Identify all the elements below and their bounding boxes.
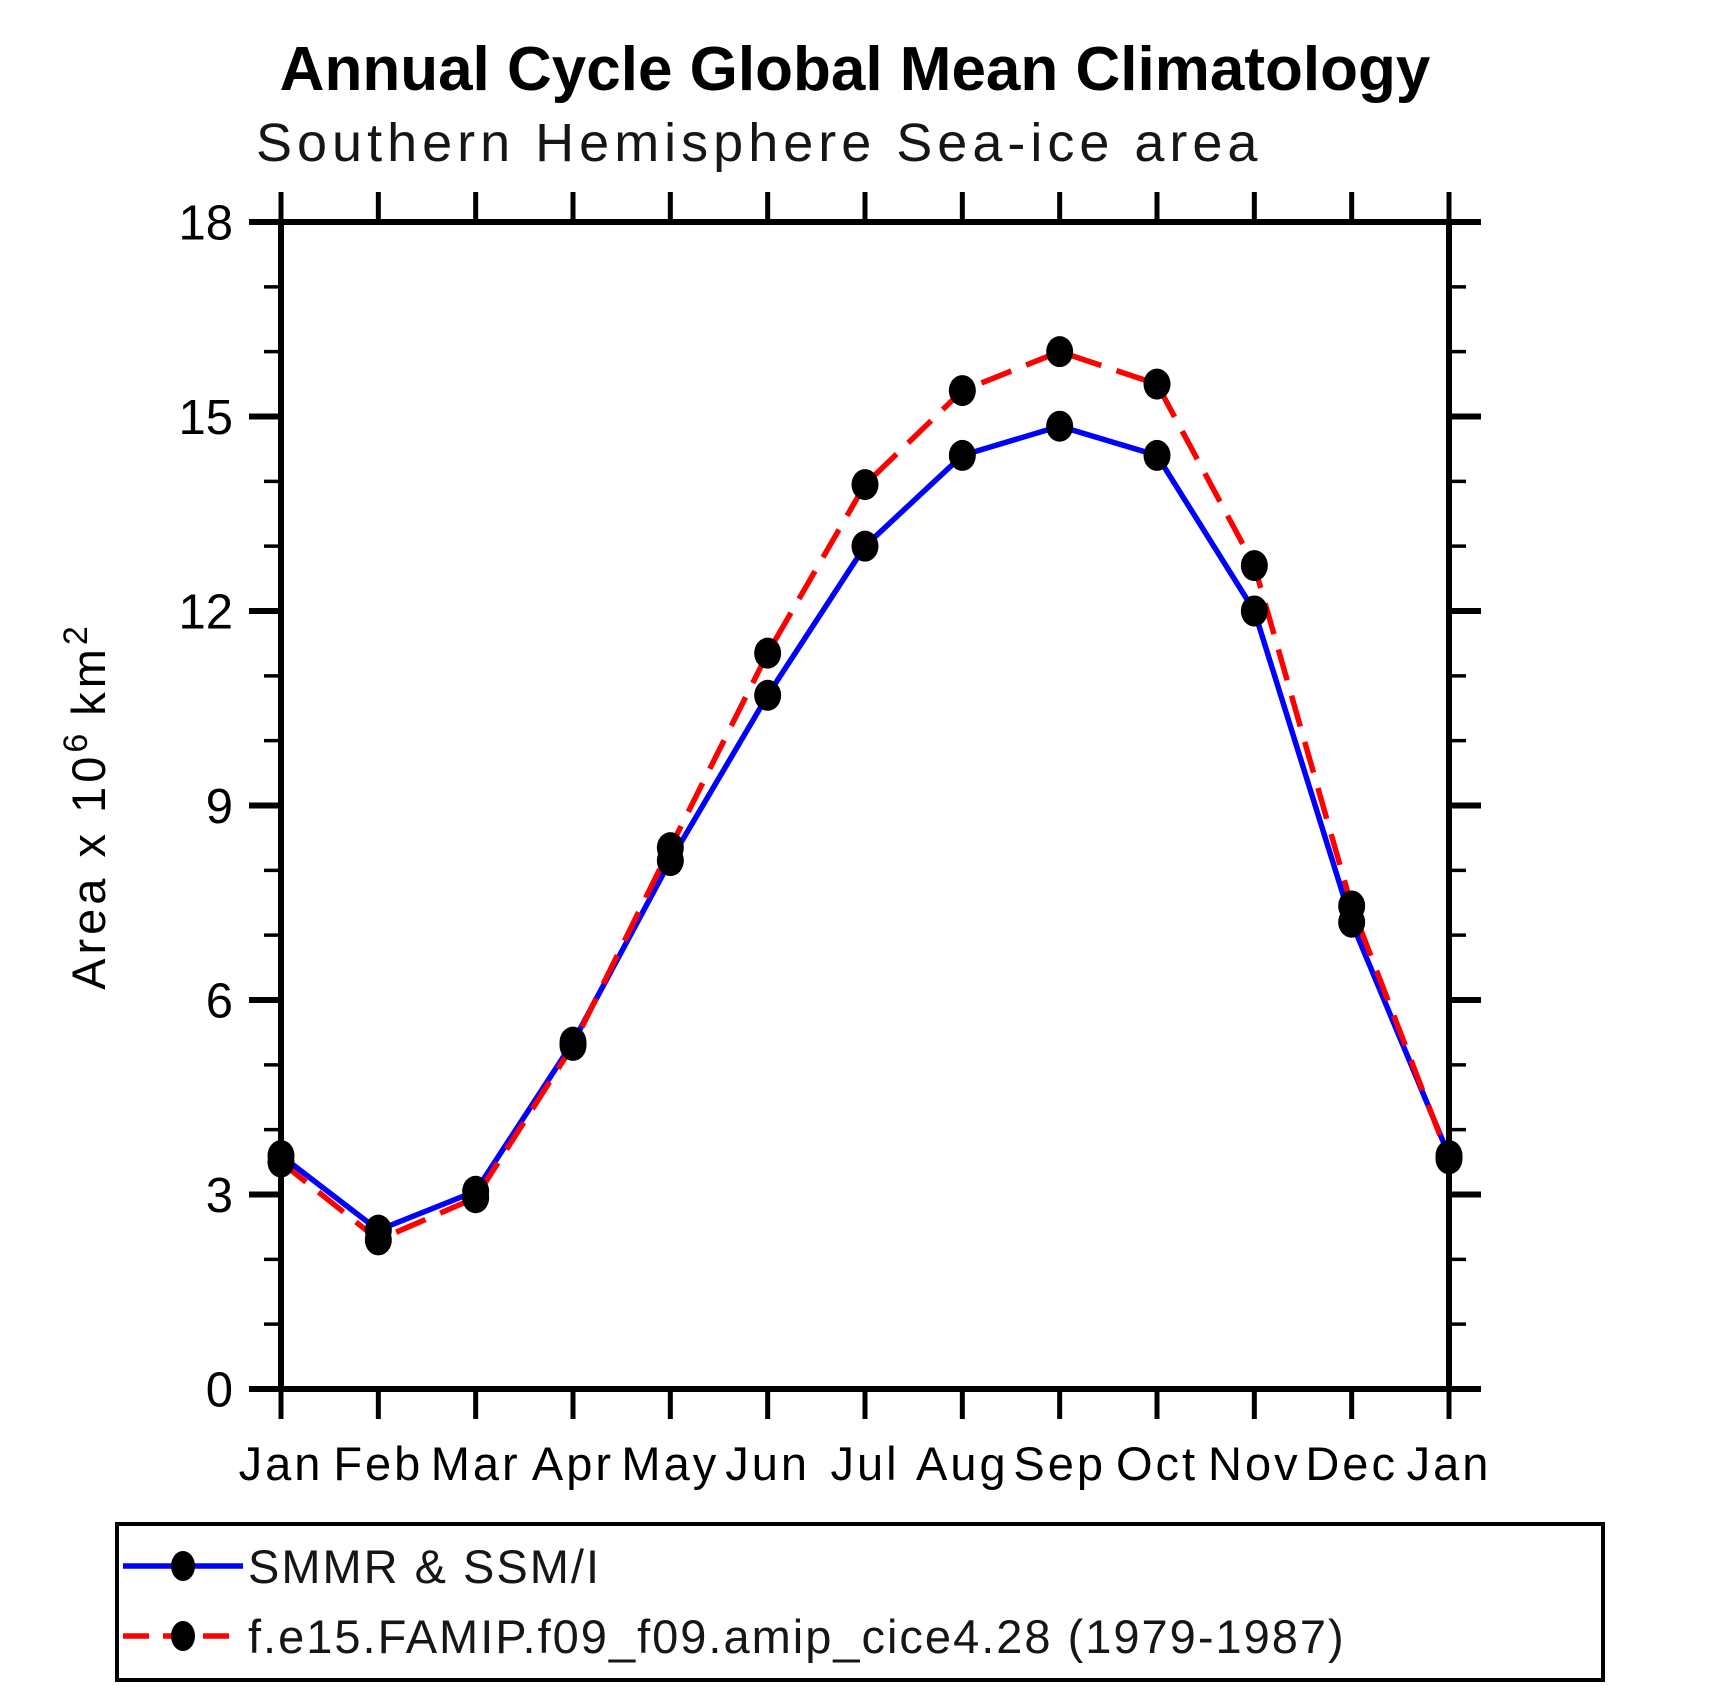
data-point-series-0: [1046, 410, 1074, 442]
data-point-series-1: [1046, 336, 1074, 368]
plot-border: [278, 219, 1452, 1392]
data-point-series-0: [1240, 595, 1268, 627]
x-tick-label: Aug: [916, 1437, 1009, 1490]
y-tick-label: 3: [206, 1169, 233, 1223]
y-tick-label: 0: [206, 1364, 233, 1418]
data-point-series-1: [656, 832, 684, 864]
data-point-series-1: [462, 1182, 490, 1214]
data-point-series-1: [948, 375, 976, 407]
data-point-series-1: [364, 1224, 392, 1256]
x-tick-label: Jan: [239, 1437, 324, 1490]
legend-label-model: f.e15.FAMIP.f09_f09.amip_cice4.28 (1979-…: [248, 1609, 1346, 1663]
data-point-series-1: [1338, 890, 1366, 922]
legend: SMMR & SSM/I f.e15.FAMIP.f09_f09.amip_ci…: [115, 1522, 1605, 1682]
y-tick-label: 6: [206, 975, 233, 1029]
data-point-series-1: [851, 469, 879, 501]
y-tick-label: 18: [178, 197, 233, 251]
x-tick-label: Dec: [1305, 1437, 1398, 1490]
legend-sample-marker: [171, 1621, 195, 1651]
y-axis-title: Area x 106km2: [57, 622, 115, 990]
x-tick-label: Jun: [725, 1437, 810, 1490]
legend-line-sample-observations: [123, 1551, 243, 1581]
x-tick-label: Sep: [1013, 1437, 1106, 1490]
y-tick-label: 12: [178, 586, 233, 640]
x-tick-label: Feb: [333, 1437, 423, 1490]
chart-subtitle: Southern Hemisphere Sea-ice area: [256, 113, 1263, 173]
legend-item-model: f.e15.FAMIP.f09_f09.amip_cice4.28 (1979-…: [120, 1610, 1346, 1662]
x-tick-label: Oct: [1116, 1437, 1198, 1490]
data-point-series-1: [559, 1029, 587, 1061]
chart-title: Annual Cycle Global Mean Climatology: [279, 35, 1431, 104]
x-tick-label: Jan: [1407, 1437, 1492, 1490]
x-tick-label: May: [621, 1437, 719, 1490]
data-point-series-0: [851, 530, 879, 562]
data-point-series-1: [1240, 550, 1268, 582]
x-tick-label: Nov: [1208, 1437, 1301, 1490]
data-point-series-1: [1143, 368, 1171, 400]
data-point-series-0: [948, 439, 976, 471]
legend-item-observations: SMMR & SSM/I: [120, 1540, 601, 1592]
data-point-series-1: [267, 1146, 295, 1178]
data-point-series-0: [754, 679, 782, 711]
legend-label-observations: SMMR & SSM/I: [248, 1539, 602, 1593]
x-tick-label: Jul: [830, 1437, 899, 1490]
data-point-series-0: [1143, 439, 1171, 471]
x-tick-label: Mar: [431, 1437, 521, 1490]
data-point-series-1: [754, 637, 782, 669]
y-tick-label: 9: [206, 780, 233, 834]
legend-sample-marker: [171, 1551, 195, 1581]
x-tick-label: Apr: [532, 1437, 614, 1490]
y-tick-label: 15: [178, 391, 233, 445]
data-point-series-1: [1435, 1143, 1463, 1175]
legend-line-sample-model: [123, 1621, 243, 1651]
